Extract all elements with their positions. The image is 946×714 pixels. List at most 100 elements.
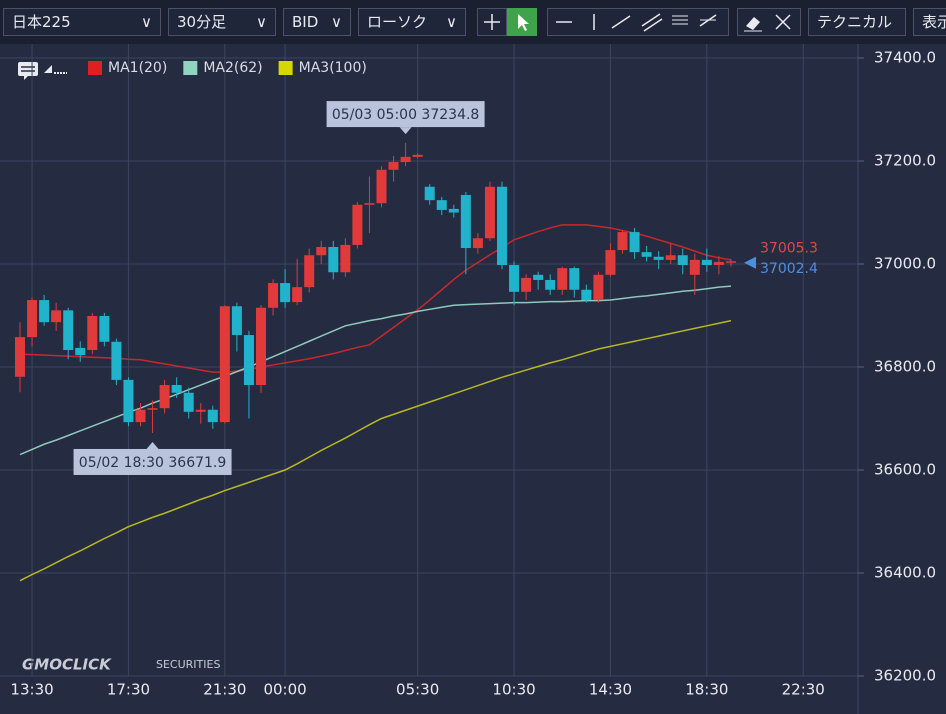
y-tick-label: 36200.0 [874,667,936,685]
erase-tools[interactable] [737,8,801,36]
symbol-select[interactable]: 日本225 ∨ [3,8,161,36]
x-tick-label: 18:30 [685,681,728,699]
candle-body [484,186,495,239]
candle-body [231,306,242,336]
candle-body [677,255,688,266]
ma-line [19,224,732,373]
candle-body [521,277,532,292]
legend-swatch [278,61,293,75]
candle-body [364,203,375,205]
price-label: 37002.4 [760,261,818,277]
candle-body [665,255,676,260]
candle-body [171,385,182,393]
candle-body [605,250,616,275]
y-tick-label: 36800.0 [874,358,936,376]
candle-body [460,194,471,249]
annotation-label: 05/02 18:30 36671.9 [79,455,227,471]
ma-line [19,319,732,582]
price-marker [744,256,756,269]
annotation-pointer [399,127,412,135]
annotation-box [326,101,485,128]
ma-line [19,285,732,456]
candle-body [400,156,411,163]
legend-label: MA1(20) [108,60,167,76]
annotation-pointer [146,441,159,449]
watermark-sub: SECURITIES [156,658,220,671]
annotation: 05/02 18:30 36671.9 [73,441,232,475]
side-select[interactable]: BID ∨ [283,8,351,36]
annotation: 05/03 05:00 37234.8 [326,101,485,135]
candle-body [472,238,483,249]
candle-body [39,300,50,323]
candle-body [111,341,122,380]
x-tick-label: 05:30 [396,681,439,699]
candle-body [641,252,652,257]
annotation-box [73,448,232,475]
candle-body [292,287,303,303]
x-tick-label: 14:30 [589,681,632,699]
candle-body [63,310,74,351]
style-select[interactable]: ローソク ∨ [358,8,466,36]
candle-body [195,409,206,412]
legend-icons [18,62,67,80]
candle-body [725,261,736,263]
chart-style: ローソク [367,13,428,31]
y-tick-label: 36400.0 [874,564,936,582]
technical: テクニカル [817,13,893,31]
display: 表示 [922,13,946,31]
candle-body [268,283,279,308]
cursor-button[interactable] [507,8,537,36]
candle-body [304,255,315,288]
candle-body [448,208,459,213]
candle-body [557,268,568,290]
candle-body [316,247,327,256]
x-tick-label: 22:30 [782,681,825,699]
side: BID [292,13,319,31]
candle-body [243,335,254,386]
candle-body [689,259,700,275]
x-tick-label: 13:30 [10,681,53,699]
technical-button[interactable]: テクニカル [808,8,906,36]
watermark-brand: GMOCLICK [22,656,112,674]
candle-body [352,204,363,245]
candle-body [87,316,98,351]
y-tick-label: 37200.0 [874,152,936,170]
drawing-tools[interactable] [547,8,729,36]
candle-body [653,256,664,260]
candle-body [99,316,110,342]
price-label: 37005.3 [760,240,818,256]
legend-swatch [88,61,102,75]
x-tick-label: 21:30 [203,681,246,699]
candle-body [701,259,712,266]
y-tick-label: 37400.0 [874,49,936,67]
candle-body [123,379,134,423]
y-tick-label: 37000.0 [874,255,936,273]
display-button[interactable]: 表示 [913,8,946,36]
timeframe-select[interactable]: 30分足 ∨ [168,8,276,36]
crosshair-button[interactable] [477,8,507,36]
plot-background [0,44,946,714]
candle-body [713,261,724,266]
x-tick-label: 17:30 [107,681,150,699]
candle-body [159,385,170,409]
candle-body [509,265,520,292]
candle-body [219,306,230,423]
legend-label: MA3(100) [299,60,367,76]
candle-body [424,186,435,201]
candle-body [388,162,399,170]
candle-body [15,337,25,377]
candle-body [436,200,447,210]
candle-body [593,274,604,301]
candle-body [27,300,38,338]
toolbar: 日本225∨ 30分足∨ BID∨ ローソク∨ テクニカル 表示 [0,0,946,44]
legend-swatch [183,61,198,75]
candle-body [207,409,218,423]
x-tick-label: 00:00 [263,681,306,699]
candle-body [581,289,592,301]
legend-label: MA2(62) [203,60,262,76]
candle-body [135,409,146,423]
candle-body [280,283,291,303]
candle-body [183,392,194,412]
candle-body [533,274,544,280]
